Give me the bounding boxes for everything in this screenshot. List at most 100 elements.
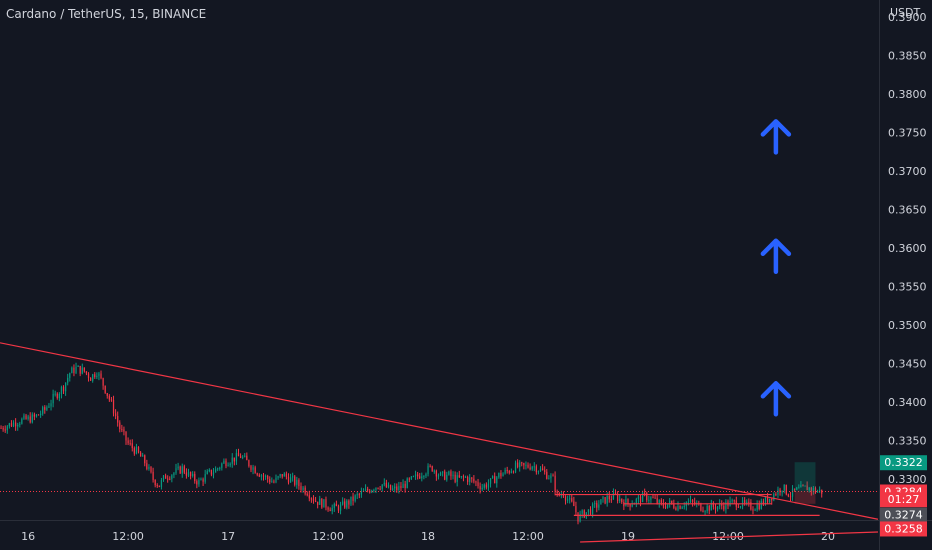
candle-body [58, 393, 60, 399]
candle-body [121, 429, 123, 431]
candle-body [417, 474, 419, 477]
candle-body [160, 480, 163, 487]
candle-body [358, 494, 360, 496]
candle-body [404, 483, 406, 489]
x-tick-label: 12:00 [512, 530, 544, 543]
candle-body [375, 487, 377, 490]
candle-body [483, 484, 485, 488]
candle-body [262, 475, 265, 477]
candle-body [541, 468, 544, 471]
candle-body [83, 367, 85, 372]
candle-body [583, 510, 585, 518]
candle-body [96, 375, 98, 377]
candle-body [300, 486, 302, 490]
candle-body [810, 487, 812, 492]
candle-body [800, 485, 802, 488]
candle-body [781, 490, 783, 493]
y-tick-label: 0.3500 [888, 319, 927, 332]
candle-body [71, 367, 73, 374]
candle-body [814, 488, 817, 493]
candle-body [548, 478, 550, 480]
candle-body [473, 478, 475, 482]
candle-body [531, 466, 533, 470]
trendline[interactable] [0, 342, 879, 520]
candle-body [787, 494, 790, 497]
candle-body [312, 498, 315, 501]
candle-body [389, 484, 392, 491]
candle-body [23, 415, 25, 419]
candle-body [744, 500, 746, 504]
candle-body [31, 414, 33, 423]
up-arrow-icon[interactable] [760, 381, 792, 417]
candle-body [525, 464, 527, 466]
candle-body [648, 499, 650, 501]
candle-body [704, 511, 706, 513]
candle-body [27, 416, 29, 420]
candle-body [8, 423, 10, 427]
candle-body [252, 467, 254, 470]
candle-body [654, 497, 656, 499]
candle-body [575, 506, 577, 513]
candle-body [260, 475, 263, 477]
candle-body [352, 496, 354, 501]
candle-body [627, 499, 629, 505]
candle-body [602, 497, 604, 500]
candle-body [737, 506, 740, 508]
candle-body [708, 505, 710, 511]
position-target-zone[interactable] [794, 462, 816, 492]
candle-body [554, 475, 556, 492]
candle-body [200, 479, 202, 481]
up-arrow-icon[interactable] [760, 238, 792, 275]
candle-body [162, 475, 165, 481]
candle-body [283, 473, 285, 477]
candle-body [625, 499, 627, 507]
candle-body [739, 506, 742, 508]
candle-body [619, 498, 621, 501]
candle-body [764, 496, 767, 505]
candle-body [496, 477, 498, 484]
candle-body [439, 472, 442, 476]
candle-body [102, 378, 104, 386]
candle-body [373, 489, 375, 491]
candle-body [527, 464, 529, 468]
candle-body [44, 407, 46, 410]
candle-body [427, 465, 429, 475]
candle-body [92, 374, 94, 381]
candle-body [794, 488, 796, 490]
y-tick-label: 0.3700 [888, 165, 927, 178]
candle-body [562, 494, 565, 497]
candle-body [441, 471, 444, 473]
candle-body [419, 476, 421, 479]
up-arrow-icon[interactable] [760, 119, 792, 155]
candle-body [171, 475, 173, 479]
candle-body [502, 473, 504, 477]
candle-body [756, 504, 758, 510]
trendline[interactable] [580, 531, 878, 543]
candle-body [489, 478, 492, 484]
candle-body [62, 386, 65, 392]
candle-body [773, 494, 775, 501]
candle-body [377, 487, 379, 489]
candle-body [710, 502, 712, 511]
candle-body [560, 494, 562, 496]
candle-body [348, 500, 350, 505]
candle-body [702, 510, 704, 512]
candle-body [785, 484, 787, 495]
candle-body [675, 507, 677, 510]
candle-body [819, 489, 821, 492]
candle-body [225, 460, 227, 467]
candle-body [37, 414, 40, 416]
candle-body [98, 373, 100, 376]
candle-body [385, 482, 388, 488]
x-tick-label: 12:00 [112, 530, 144, 543]
candle-body [383, 482, 385, 485]
candle-body [798, 487, 800, 489]
candle-body [292, 476, 294, 478]
candle-body [94, 374, 96, 377]
position-stop-zone[interactable] [794, 491, 816, 504]
candle-body [0, 427, 2, 429]
candle-body [479, 486, 481, 490]
candle-body [264, 476, 267, 478]
price-label-text: 0.3258 [884, 522, 923, 535]
